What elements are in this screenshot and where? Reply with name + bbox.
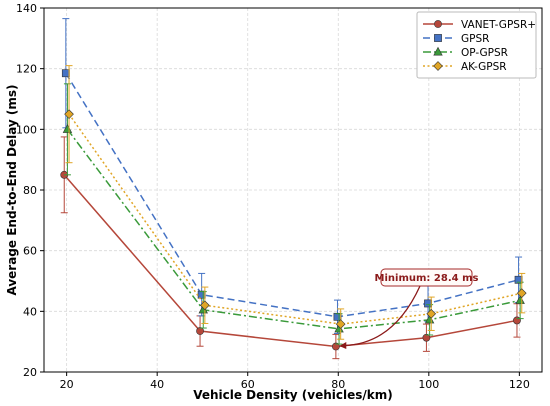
legend: VANET-GPSR+ GPSR OP-GPSR AK-GPSR <box>416 11 537 79</box>
y-tick-label: 80 <box>23 184 37 197</box>
y-tick-label: 20 <box>23 366 37 379</box>
series-layer <box>60 18 527 360</box>
data-point <box>422 333 431 342</box>
data-point <box>331 342 340 351</box>
x-tick-label: 120 <box>509 378 530 391</box>
series-vanet-gpsr- <box>60 136 521 360</box>
data-point <box>513 316 521 325</box>
x-tick-label: 60 <box>241 378 255 391</box>
y-tick-label: 60 <box>23 245 37 258</box>
data-point <box>62 124 73 133</box>
legend-label: AK-GPSR <box>461 61 507 73</box>
annotation-arrowhead <box>339 342 347 350</box>
y-tick-label: 140 <box>16 2 37 15</box>
data-point <box>61 69 70 78</box>
legend-marker <box>433 61 443 71</box>
series-line <box>68 113 522 325</box>
legend-entry: VANET-GPSR+ <box>423 19 536 31</box>
series-ak-gpsr <box>64 65 527 340</box>
data-point <box>333 312 342 321</box>
series-op-gpsr <box>62 83 525 345</box>
data-point <box>426 308 437 319</box>
data-point <box>424 299 432 308</box>
y-tick-label: 100 <box>16 123 37 136</box>
ticks: 20 40 60 80 100 120 20 40 60 80 100 120 140 <box>16 2 530 391</box>
y-tick-label: 120 <box>16 63 37 76</box>
data-point <box>516 288 527 298</box>
legend-label: GPSR <box>461 33 489 45</box>
data-point <box>64 109 74 119</box>
y-axis-title: Average End-to-End Delay (ms) <box>5 84 19 295</box>
data-point <box>200 300 210 311</box>
data-point <box>335 319 346 329</box>
data-point <box>515 295 525 304</box>
x-tick-label: 20 <box>60 378 74 391</box>
legend-marker <box>434 34 442 42</box>
legend-marker <box>433 46 443 56</box>
x-tick-label: 80 <box>331 378 345 391</box>
legend-label: VANET-GPSR+ <box>461 19 536 31</box>
legend-entry: AK-GPSR <box>423 61 507 73</box>
legend-label: OP-GPSR <box>461 47 508 59</box>
annotation-text: Minimum: 28.4 ms <box>375 273 479 284</box>
x-axis-title: Vehicle Density (vehicles/km) <box>193 388 393 402</box>
annotation-arrow <box>343 285 421 347</box>
x-tick-label: 40 <box>150 378 164 391</box>
data-point <box>196 327 204 335</box>
y-tick-label: 40 <box>23 305 37 318</box>
x-tick-label: 100 <box>418 378 439 391</box>
series-line <box>63 174 518 348</box>
legend-box <box>416 11 537 79</box>
series-line <box>66 128 521 330</box>
data-point <box>197 290 206 299</box>
annotation: Minimum: 28.4 ms <box>339 268 479 350</box>
annotation-box <box>380 268 473 287</box>
legend-entry: OP-GPSR <box>423 46 508 59</box>
series-gpsr <box>61 18 523 334</box>
legend-entry: GPSR <box>423 33 489 45</box>
legend-marker <box>434 20 442 28</box>
